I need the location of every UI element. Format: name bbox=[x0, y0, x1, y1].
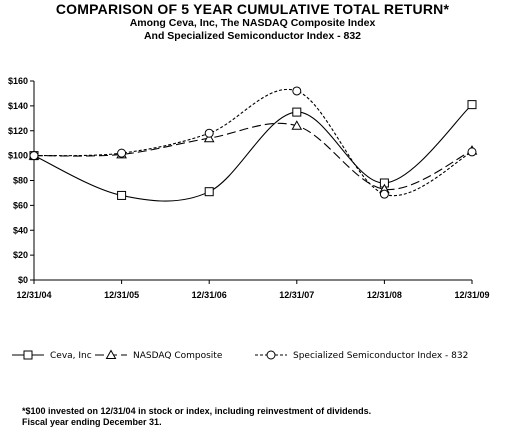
x-tick-label: 12/31/09 bbox=[454, 290, 489, 300]
data-point bbox=[467, 100, 477, 110]
legend-item: Ceva, Inc bbox=[12, 350, 92, 361]
footnote-fiscal-year: Fiscal year ending December 31. bbox=[22, 417, 162, 427]
data-point bbox=[117, 190, 127, 200]
legend: Ceva, Inc NASDAQ Composite Specialized Sem… bbox=[12, 349, 468, 361]
y-tick-label: $40 bbox=[13, 225, 28, 235]
data-point bbox=[204, 187, 214, 197]
y-tick-label: $120 bbox=[8, 126, 28, 136]
legend-label: Specialized Semiconductor Index - 832 bbox=[293, 351, 468, 361]
data-point bbox=[291, 120, 303, 130]
footnote-investment: *$100 invested on 12/31/04 in stock or i… bbox=[22, 406, 372, 416]
y-tick-label: $80 bbox=[13, 176, 28, 186]
x-tick-label: 12/31/07 bbox=[279, 290, 314, 300]
y-tick-label: $140 bbox=[8, 101, 28, 111]
data-point bbox=[467, 147, 477, 157]
data-point bbox=[117, 148, 127, 158]
y-tick-label: $160 bbox=[8, 76, 28, 86]
legend-item: NASDAQ Composite bbox=[95, 349, 223, 361]
legend-marker bbox=[266, 350, 276, 360]
data-point bbox=[292, 107, 302, 117]
series-line bbox=[33, 88, 473, 197]
series-square bbox=[29, 100, 477, 202]
legend-label: Ceva, Inc bbox=[50, 351, 92, 361]
legend-item: Specialized Semiconductor Index - 832 bbox=[255, 350, 468, 361]
legend-marker bbox=[23, 350, 33, 360]
y-tick-label: $0 bbox=[18, 275, 28, 285]
data-point bbox=[292, 86, 302, 96]
legend-marker bbox=[105, 349, 117, 359]
data-point bbox=[204, 128, 214, 138]
chart-axes bbox=[33, 81, 472, 281]
data-point bbox=[29, 151, 39, 161]
y-tick-label: $20 bbox=[13, 250, 28, 260]
y-axis-ticks: $0 $20 $40 $60 $80 $100 $120 $140 $160 bbox=[8, 76, 34, 285]
y-tick-label: $60 bbox=[13, 200, 28, 210]
series-line bbox=[33, 122, 473, 190]
series-triangle bbox=[28, 120, 478, 194]
y-tick-label: $100 bbox=[8, 151, 28, 161]
x-axis-ticks: 12/31/04 12/31/05 12/31/06 12/31/07 12/31/08… bbox=[16, 280, 490, 300]
legend-label: NASDAQ Composite bbox=[133, 351, 223, 361]
data-point bbox=[379, 189, 389, 199]
chart-subtitle-line1: Among Ceva, Inc, The NASDAQ Composite In… bbox=[129, 17, 376, 29]
chart-title: COMPARISON OF 5 YEAR CUMULATIVE TOTAL RE… bbox=[55, 1, 450, 17]
x-tick-label: 12/31/08 bbox=[367, 290, 402, 300]
chart-subtitle-line2: And Specialized Semiconductor Index - 83… bbox=[143, 30, 362, 42]
x-tick-label: 12/31/05 bbox=[104, 290, 139, 300]
x-tick-label: 12/31/04 bbox=[16, 290, 51, 300]
series-layer bbox=[28, 86, 478, 202]
series-circle bbox=[29, 86, 477, 199]
x-tick-label: 12/31/06 bbox=[192, 290, 227, 300]
